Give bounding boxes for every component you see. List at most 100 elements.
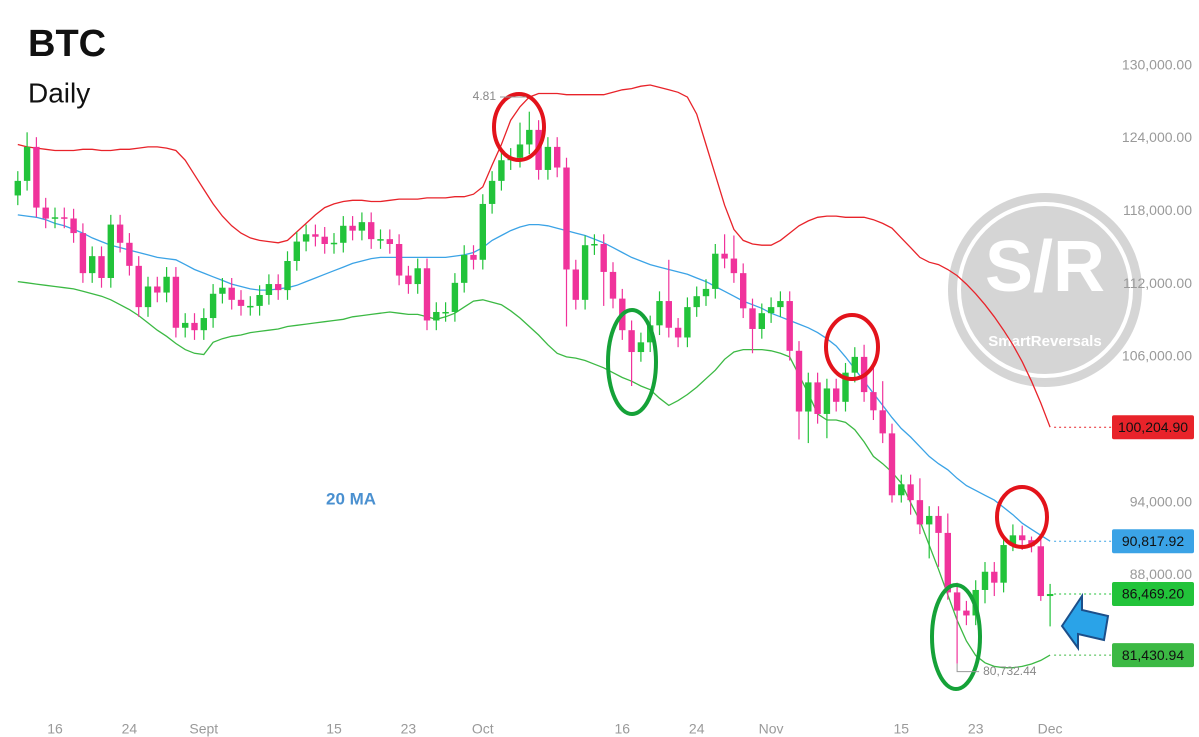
candle-body bbox=[61, 217, 68, 219]
candle-body bbox=[451, 282, 459, 312]
candle-body bbox=[349, 225, 356, 231]
candle-body bbox=[433, 311, 440, 321]
candle-body bbox=[116, 224, 124, 243]
candle-body bbox=[442, 311, 449, 314]
y-tick-label: 106,000.00 bbox=[1122, 348, 1192, 364]
candle-body bbox=[126, 242, 133, 266]
candle-body bbox=[516, 144, 524, 158]
band-line bbox=[17, 280, 1051, 669]
green-circle bbox=[930, 583, 982, 691]
candle-body bbox=[89, 256, 96, 274]
price-label-box bbox=[1112, 581, 1194, 606]
x-tick-label: 15 bbox=[894, 721, 910, 737]
band-line bbox=[17, 214, 1051, 542]
y-tick-label: 112,000.00 bbox=[1123, 275, 1192, 291]
candle-body bbox=[219, 287, 226, 294]
candle-body bbox=[916, 500, 924, 525]
x-tick-label: 16 bbox=[615, 721, 631, 737]
candle-body bbox=[740, 273, 747, 309]
annotation-line bbox=[956, 663, 980, 673]
candle-body bbox=[526, 129, 533, 145]
ma-label: 20 MA bbox=[326, 489, 376, 508]
candle-body bbox=[944, 532, 951, 593]
candle-body bbox=[730, 258, 738, 274]
candle-body bbox=[70, 218, 77, 234]
candle-body bbox=[907, 484, 914, 501]
candle-body bbox=[358, 222, 366, 231]
candle-body bbox=[135, 265, 142, 308]
candle-body bbox=[637, 342, 645, 353]
candle-body bbox=[749, 308, 756, 329]
candle-body bbox=[702, 288, 710, 297]
y-tick-label: 88,000.00 bbox=[1130, 566, 1192, 582]
candle-body bbox=[42, 207, 49, 219]
watermark-text: SmartReversals bbox=[988, 333, 1101, 350]
x-tick-label: 15 bbox=[326, 721, 342, 737]
candle-body bbox=[368, 222, 375, 240]
candle-body bbox=[191, 322, 198, 331]
candle-body bbox=[488, 180, 496, 204]
x-tick-label: Nov bbox=[759, 721, 784, 737]
candle-body bbox=[693, 296, 700, 308]
candle-body bbox=[423, 268, 431, 321]
candle-body bbox=[823, 388, 831, 414]
candle-body bbox=[544, 146, 552, 170]
candle-body bbox=[786, 301, 793, 351]
candle-body bbox=[581, 245, 589, 300]
red-circle bbox=[492, 92, 546, 162]
price-label-box bbox=[1112, 643, 1194, 668]
candle-body bbox=[33, 146, 40, 208]
candle-body bbox=[321, 236, 328, 244]
candle-body bbox=[684, 307, 691, 338]
candle-body bbox=[172, 276, 180, 328]
candle-body bbox=[340, 225, 347, 243]
candle-body bbox=[182, 322, 189, 328]
candle-body bbox=[991, 571, 998, 583]
candle-body bbox=[758, 313, 765, 329]
candle-body bbox=[330, 242, 338, 245]
candle-body bbox=[795, 350, 803, 412]
candle-body bbox=[805, 382, 812, 412]
x-tick-label: 23 bbox=[968, 721, 984, 737]
candle-body bbox=[721, 253, 728, 259]
candle-body bbox=[405, 275, 412, 285]
candle-body bbox=[377, 239, 384, 241]
candle-body bbox=[712, 253, 719, 289]
candle-body bbox=[628, 330, 635, 353]
candle-body bbox=[656, 301, 663, 326]
x-tick-label: Dec bbox=[1038, 721, 1063, 737]
candle-body bbox=[275, 284, 282, 291]
candle-body bbox=[1046, 593, 1054, 597]
candle-body bbox=[953, 592, 961, 611]
candle-body bbox=[1037, 546, 1044, 597]
candle-body bbox=[879, 410, 886, 434]
candle-body bbox=[256, 294, 263, 306]
price-label: 90,817.92 bbox=[1122, 533, 1184, 549]
x-tick-label: 24 bbox=[689, 721, 705, 737]
candle-body bbox=[898, 484, 905, 496]
y-tick-label: 94,000.00 bbox=[1130, 493, 1192, 509]
watermark-logo: S/R bbox=[985, 227, 1105, 307]
x-tick-label: 24 bbox=[122, 721, 138, 737]
candle-body bbox=[79, 233, 87, 274]
candle-body bbox=[963, 610, 970, 616]
chart-title: BTC bbox=[28, 23, 106, 65]
candle-body bbox=[293, 241, 300, 261]
candle-body bbox=[414, 268, 421, 285]
annotation: 80,732.44 bbox=[983, 664, 1037, 678]
candle-body bbox=[386, 239, 393, 244]
candle-body bbox=[498, 160, 505, 181]
annotation: 4.81 bbox=[473, 89, 497, 103]
candle-body bbox=[767, 307, 775, 314]
candle-body bbox=[14, 180, 21, 196]
highlights bbox=[492, 92, 1110, 691]
price-label: 100,204.90 bbox=[1118, 419, 1188, 435]
chart-subtitle: Daily bbox=[28, 77, 90, 108]
candle-body bbox=[479, 203, 486, 260]
candle-body bbox=[247, 305, 254, 308]
red-circle bbox=[995, 485, 1049, 549]
candle-body bbox=[981, 571, 989, 590]
candle-body bbox=[228, 287, 235, 300]
candle-body bbox=[395, 243, 403, 276]
